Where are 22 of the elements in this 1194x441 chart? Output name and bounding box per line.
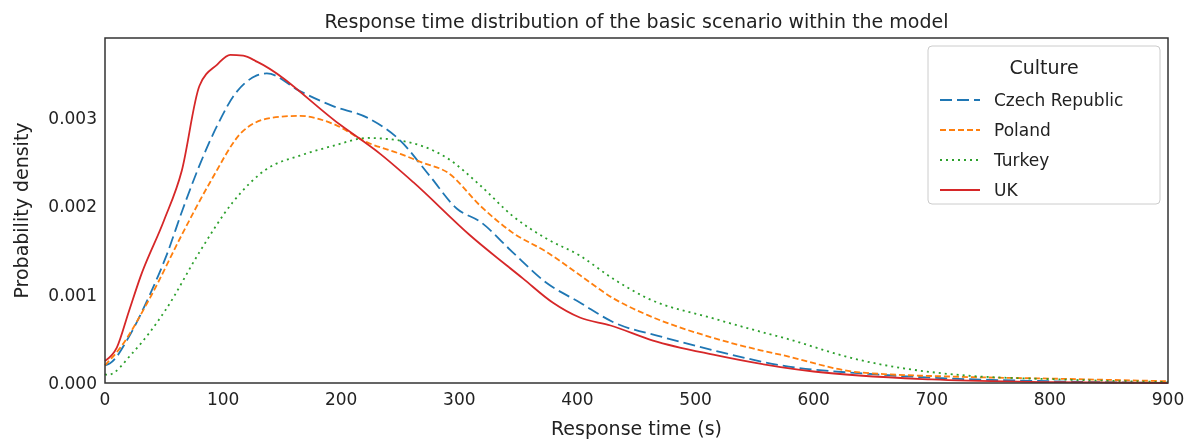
x-tick-label: 300: [443, 389, 476, 409]
x-tick-label: 700: [915, 389, 948, 409]
x-axis-title: Response time (s): [551, 417, 722, 439]
x-tick-label: 600: [797, 389, 830, 409]
x-tick-label: 500: [679, 389, 712, 409]
x-tick-label: 100: [206, 389, 240, 409]
legend-label: Czech Republic: [994, 90, 1124, 110]
y-tick-label: 0.003: [48, 107, 97, 128]
x-tick-label: 200: [325, 389, 358, 409]
x-tick-label: 400: [561, 389, 594, 409]
y-tick-label: 0.002: [48, 196, 97, 217]
x-tick-label: 900: [1151, 389, 1185, 409]
x-tick-label: 800: [1033, 389, 1067, 409]
legend-title: Culture: [1009, 56, 1079, 78]
legend-label: Turkey: [993, 150, 1050, 170]
x-tick-label: 0: [99, 389, 111, 409]
legend-label: UK: [994, 180, 1019, 200]
y-tick-label: 0.000: [48, 373, 97, 393]
y-tick-label: 0.001: [48, 284, 97, 305]
y-axis-title: Probability density: [10, 122, 32, 299]
chart-title: Response time distribution of the basic scenario within the model: [324, 10, 949, 32]
legend-label: Poland: [994, 120, 1051, 140]
